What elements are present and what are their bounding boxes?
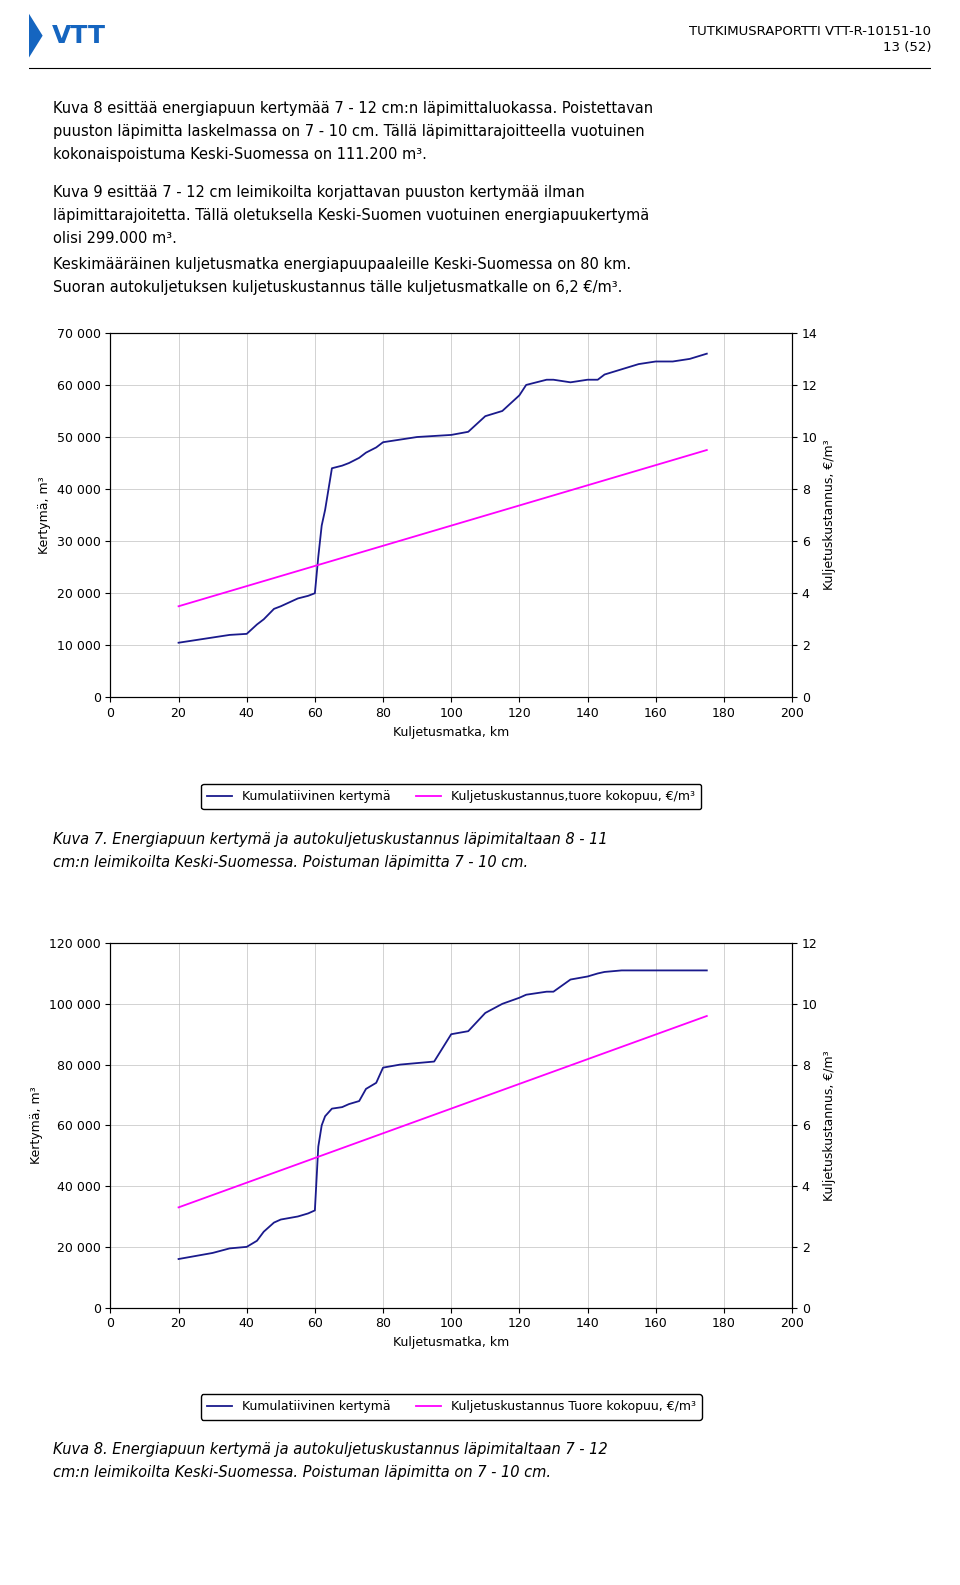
Text: VTT: VTT <box>52 24 106 48</box>
Y-axis label: Kuljetuskustannus, €/m³: Kuljetuskustannus, €/m³ <box>823 439 836 591</box>
Text: olisi 299.000 m³.: olisi 299.000 m³. <box>53 231 177 246</box>
Polygon shape <box>29 13 42 57</box>
Text: Kuva 9 esittää 7 - 12 cm leimikoilta korjattavan puuston kertymää ilman: Kuva 9 esittää 7 - 12 cm leimikoilta kor… <box>53 185 585 200</box>
X-axis label: Kuljetusmatka, km: Kuljetusmatka, km <box>393 1336 510 1349</box>
X-axis label: Kuljetusmatka, km: Kuljetusmatka, km <box>393 726 510 739</box>
Text: Kuva 8. Energiapuun kertymä ja autokuljetuskustannus läpimitaltaan 7 - 12: Kuva 8. Energiapuun kertymä ja autokulje… <box>53 1442 608 1457</box>
Text: Keskimääräinen kuljetusmatka energiapuupaaleille Keski-Suomessa on 80 km.: Keskimääräinen kuljetusmatka energiapuup… <box>53 257 631 271</box>
Text: kokonaispoistuma Keski-Suomessa on 111.200 m³.: kokonaispoistuma Keski-Suomessa on 111.2… <box>53 147 426 162</box>
Y-axis label: Kertymä, m³: Kertymä, m³ <box>38 477 51 553</box>
Y-axis label: Kertymä, m³: Kertymä, m³ <box>31 1087 43 1163</box>
Text: TUTKIMUSRAPORTTI VTT-R-10151-10: TUTKIMUSRAPORTTI VTT-R-10151-10 <box>689 25 931 38</box>
Text: 13 (52): 13 (52) <box>882 41 931 54</box>
Text: Kuva 8 esittää energiapuun kertymää 7 - 12 cm:n läpimittaluokassa. Poistettavan: Kuva 8 esittää energiapuun kertymää 7 - … <box>53 101 653 116</box>
Legend: Kumulatiivinen kertymä, Kuljetuskustannus,tuore kokopuu, €/m³: Kumulatiivinen kertymä, Kuljetuskustannu… <box>202 785 701 810</box>
Text: läpimittarajoitetta. Tällä oletuksella Keski-Suomen vuotuinen energiapuukertymä: läpimittarajoitetta. Tällä oletuksella K… <box>53 208 649 223</box>
Text: puuston läpimitta laskelmassa on 7 - 10 cm. Tällä läpimittarajoitteella vuotuine: puuston läpimitta laskelmassa on 7 - 10 … <box>53 124 644 139</box>
Y-axis label: Kuljetuskustannus, €/m³: Kuljetuskustannus, €/m³ <box>823 1049 836 1201</box>
Text: Kuva 7. Energiapuun kertymä ja autokuljetuskustannus läpimitaltaan 8 - 11: Kuva 7. Energiapuun kertymä ja autokulje… <box>53 832 608 846</box>
Text: Suoran autokuljetuksen kuljetuskustannus tälle kuljetusmatkalle on 6,2 €/m³.: Suoran autokuljetuksen kuljetuskustannus… <box>53 279 622 295</box>
Text: cm:n leimikoilta Keski-Suomessa. Poistuman läpimitta 7 - 10 cm.: cm:n leimikoilta Keski-Suomessa. Poistum… <box>53 854 528 870</box>
Text: cm:n leimikoilta Keski-Suomessa. Poistuman läpimitta on 7 - 10 cm.: cm:n leimikoilta Keski-Suomessa. Poistum… <box>53 1465 551 1480</box>
Legend: Kumulatiivinen kertymä, Kuljetuskustannus Tuore kokopuu, €/m³: Kumulatiivinen kertymä, Kuljetuskustannu… <box>201 1395 702 1420</box>
